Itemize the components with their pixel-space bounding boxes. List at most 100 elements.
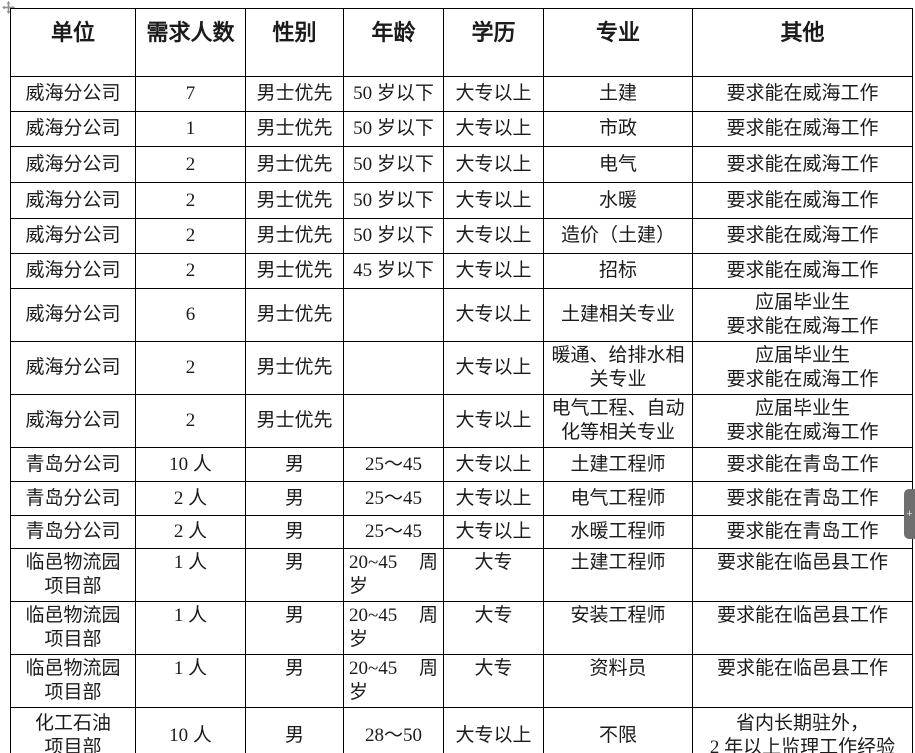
table-cell: 省内长期驻外， 2 年以上监理工作经验 [692, 707, 913, 753]
table-cell: 威海分公司 [10, 218, 136, 254]
table-cell: 1 [135, 111, 246, 147]
table-row: 临邑物流园 项目部 1 人男 20~45 周岁 大专 安装工程师 要求能在临邑县工作 [10, 601, 913, 655]
table-row: 威海分公司 6 男士优先 大专以上 土建相关专业 应届毕业生 要求能在威海工作 [10, 288, 913, 342]
table-cell [343, 341, 444, 395]
table-row: 威海分公司 7 男士优先 50 岁以下 大专以上 土建 要求能在威海工作 [10, 76, 913, 112]
table-cell: 要求能在青岛工作 [692, 481, 913, 516]
table-cell: 土建相关专业 [543, 288, 693, 342]
table-cell: 25～45 [343, 481, 444, 516]
table-cell: 50 岁以下 [343, 182, 444, 219]
table-cell: 电气工程、自动化等相关专业 [543, 394, 693, 448]
table-cell: 应届毕业生 要求能在威海工作 [692, 288, 913, 342]
table-cell: 大专以上 [443, 515, 544, 549]
table-cell: 2 人 [135, 481, 246, 516]
table-cell: 10 人 [135, 447, 246, 482]
table-cell: 威海分公司 [10, 146, 136, 183]
table-cell: 大专以上 [443, 707, 544, 753]
table-cell: 男 [245, 654, 344, 708]
table-cell: 男士优先 [245, 146, 344, 183]
table-cell: 2 [135, 146, 246, 183]
table-cell: 临邑物流园 项目部 [10, 548, 136, 602]
table-header-row: 单位 需求人数 性别 年龄 学历 专业 其他 [10, 8, 913, 77]
table-row: 威海分公司 2 男士优先 50 岁以下 大专以上 水暖 要求能在威海工作 [10, 182, 913, 219]
table-cell: 男士优先 [245, 394, 344, 448]
table-cell: 1 人 [135, 548, 246, 602]
table-cell: 土建工程师 [543, 447, 693, 482]
column-header: 单位 [10, 8, 136, 77]
table-cell: 资料员 [543, 654, 693, 708]
table-cell: 安装工程师 [543, 601, 693, 655]
column-header: 其他 [692, 8, 913, 77]
table-move-handle-icon[interactable] [1, 0, 15, 14]
side-scroll-widget[interactable]: + [904, 489, 915, 539]
table-cell: 要求能在青岛工作 [692, 515, 913, 549]
table-cell: 要求能在临邑县工作 [692, 654, 913, 708]
table-cell: 要求能在威海工作 [692, 76, 913, 112]
table-cell: 临邑物流园 项目部 [10, 654, 136, 708]
table-cell: 市政 [543, 111, 693, 147]
table-cell: 大专以上 [443, 111, 544, 147]
table-cell: 大专 [443, 548, 544, 602]
table-cell: 2 [135, 341, 246, 395]
table-cell: 25～45 [343, 447, 444, 482]
table-cell: 威海分公司 [10, 76, 136, 112]
table-cell: 威海分公司 [10, 182, 136, 219]
table-cell: 50 岁以下 [343, 76, 444, 112]
table-cell: 7 [135, 76, 246, 112]
table-cell: 50 岁以下 [343, 218, 444, 254]
table-cell: 大专以上 [443, 253, 544, 289]
table-cell: 大专以上 [443, 76, 544, 112]
recruitment-table: 单位 需求人数 性别 年龄 学历 专业 其他 威海分公司 7 男士优先 50 岁以下 大专以上 土建要… [10, 8, 913, 753]
plus-icon: + [906, 507, 913, 520]
table-cell: 10 人 [135, 707, 246, 753]
table-cell: 应届毕业生 要求能在威海工作 [692, 341, 913, 395]
table-cell: 男士优先 [245, 253, 344, 289]
table-cell: 2 [135, 218, 246, 254]
table-cell: 1 人 [135, 601, 246, 655]
table-cell: 大专以上 [443, 394, 544, 448]
table-cell: 大专以上 [443, 218, 544, 254]
table-cell: 青岛分公司 [10, 515, 136, 549]
table-cell: 大专以上 [443, 481, 544, 516]
table-cell: 威海分公司 [10, 111, 136, 147]
table-cell: 大专 [443, 654, 544, 708]
table-cell: 20~45 周岁 [343, 548, 444, 602]
table-cell: 男 [245, 707, 344, 753]
table-cell: 水暖 [543, 182, 693, 219]
table-cell: 25～45 [343, 515, 444, 549]
table-cell: 男士优先 [245, 288, 344, 342]
table-cell: 1 人 [135, 654, 246, 708]
table-row: 青岛分公司 2 人男 25～45 大专以上 电气工程师 要求能在青岛工作 [10, 481, 913, 516]
table-cell: 男士优先 [245, 111, 344, 147]
table-cell: 造价（土建） [543, 218, 693, 254]
table-cell: 临邑物流园 项目部 [10, 601, 136, 655]
table-cell: 男士优先 [245, 218, 344, 254]
column-header: 专业 [543, 8, 693, 77]
table-row: 临邑物流园 项目部 1 人男 20~45 周岁 大专 土建工程师 要求能在临邑县工作 [10, 548, 913, 602]
table-cell: 男 [245, 481, 344, 516]
table-row: 威海分公司 2 男士优先 50 岁以下 大专以上 造价（土建） 要求能在威海工作 [10, 218, 913, 254]
table-row: 化工石油 项目部 10 人男 28～50 大专以上 不限 省内长期驻外， 2 年以上监理工… [10, 707, 913, 753]
table-cell: 威海分公司 [10, 253, 136, 289]
table-cell: 男 [245, 601, 344, 655]
table-cell: 要求能在临邑县工作 [692, 601, 913, 655]
column-header: 学历 [443, 8, 544, 77]
table-cell: 50 岁以下 [343, 111, 444, 147]
table-cell: 大专以上 [443, 288, 544, 342]
table-cell [343, 288, 444, 342]
table-cell: 2 [135, 253, 246, 289]
table-cell: 招标 [543, 253, 693, 289]
table-cell: 大专以上 [443, 447, 544, 482]
table-cell: 威海分公司 [10, 288, 136, 342]
column-header: 需求人数 [135, 8, 246, 77]
table-cell: 男士优先 [245, 341, 344, 395]
table-cell: 水暖工程师 [543, 515, 693, 549]
table-cell: 暖通、给排水相关专业 [543, 341, 693, 395]
table-cell: 要求能在威海工作 [692, 146, 913, 183]
move-cross-icon [1, 0, 15, 14]
table-cell: 青岛分公司 [10, 447, 136, 482]
table-cell: 大专以上 [443, 182, 544, 219]
table-cell: 不限 [543, 707, 693, 753]
table-cell: 2 人 [135, 515, 246, 549]
